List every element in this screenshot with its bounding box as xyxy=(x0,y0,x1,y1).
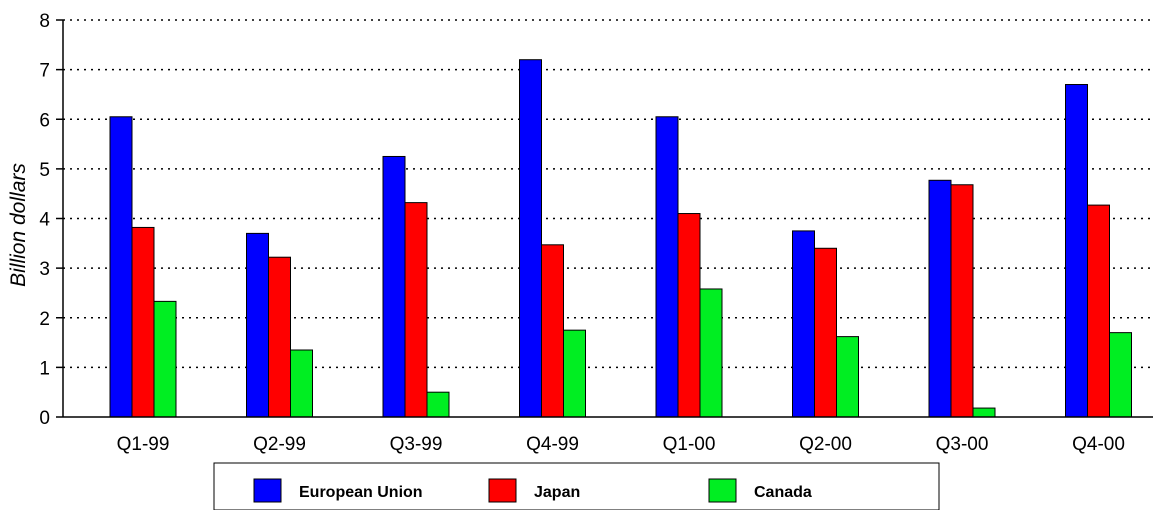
y-tick-label: 1 xyxy=(39,358,50,379)
bar xyxy=(677,213,701,418)
bar xyxy=(655,116,679,418)
y-tick-label: 2 xyxy=(39,309,50,330)
legend-label: European Union xyxy=(299,484,423,501)
y-tick-label: 8 xyxy=(39,11,50,32)
legend-swatch xyxy=(488,478,517,503)
x-tick-label: Q1-00 xyxy=(663,434,716,455)
bar xyxy=(109,116,133,418)
axes xyxy=(62,20,1153,418)
bar xyxy=(131,226,155,418)
gridlines xyxy=(56,19,1153,418)
legend-box xyxy=(213,462,940,510)
legend-label: Canada xyxy=(754,484,812,501)
x-tick-label: Q2-99 xyxy=(253,434,306,455)
bar xyxy=(268,256,291,418)
x-tick-label: Q2-00 xyxy=(799,434,852,455)
bar xyxy=(950,184,974,418)
bar xyxy=(563,329,586,418)
y-tick-label: 3 xyxy=(39,259,50,280)
bar xyxy=(1109,332,1132,418)
y-tick-label: 0 xyxy=(39,408,50,429)
x-tick-label: Q3-99 xyxy=(390,434,443,455)
x-tick-label: Q3-00 xyxy=(936,434,989,455)
y-tick-label: 5 xyxy=(39,160,50,181)
bar xyxy=(246,232,269,418)
legend-swatch xyxy=(708,478,737,503)
legend-label: Japan xyxy=(534,484,580,501)
bar xyxy=(382,155,406,418)
bar xyxy=(404,202,428,418)
y-tick-labels: 0 1 2 3 4 5 6 7 8 xyxy=(39,11,50,429)
bar xyxy=(1087,204,1110,418)
bar xyxy=(290,349,313,418)
x-tick-label: Q1-99 xyxy=(117,434,170,455)
bar xyxy=(814,247,837,418)
legend-swatch xyxy=(253,478,282,503)
y-axis-label: Billion dollars xyxy=(7,163,30,287)
x-tick-label: Q4-00 xyxy=(1072,434,1125,455)
bar xyxy=(928,179,952,418)
bar xyxy=(836,336,859,418)
bars xyxy=(109,59,1132,418)
bar xyxy=(519,59,542,418)
legend: European Union Japan Canada xyxy=(213,462,940,510)
bar xyxy=(541,244,564,418)
bar xyxy=(153,300,177,418)
bar xyxy=(1065,84,1088,418)
bar xyxy=(972,407,996,418)
x-tick-label: Q4-99 xyxy=(526,434,579,455)
bar xyxy=(426,391,450,418)
y-tick-label: 4 xyxy=(39,210,50,231)
bar xyxy=(699,288,723,418)
y-tick-label: 7 xyxy=(39,61,50,82)
bar xyxy=(792,230,815,418)
y-tick-label: 6 xyxy=(39,110,50,131)
x-tick-labels: Q1-99 Q2-99 Q3-99 Q4-99 Q1-00 Q2-00 Q3-00 Q4-00 xyxy=(117,434,1125,455)
